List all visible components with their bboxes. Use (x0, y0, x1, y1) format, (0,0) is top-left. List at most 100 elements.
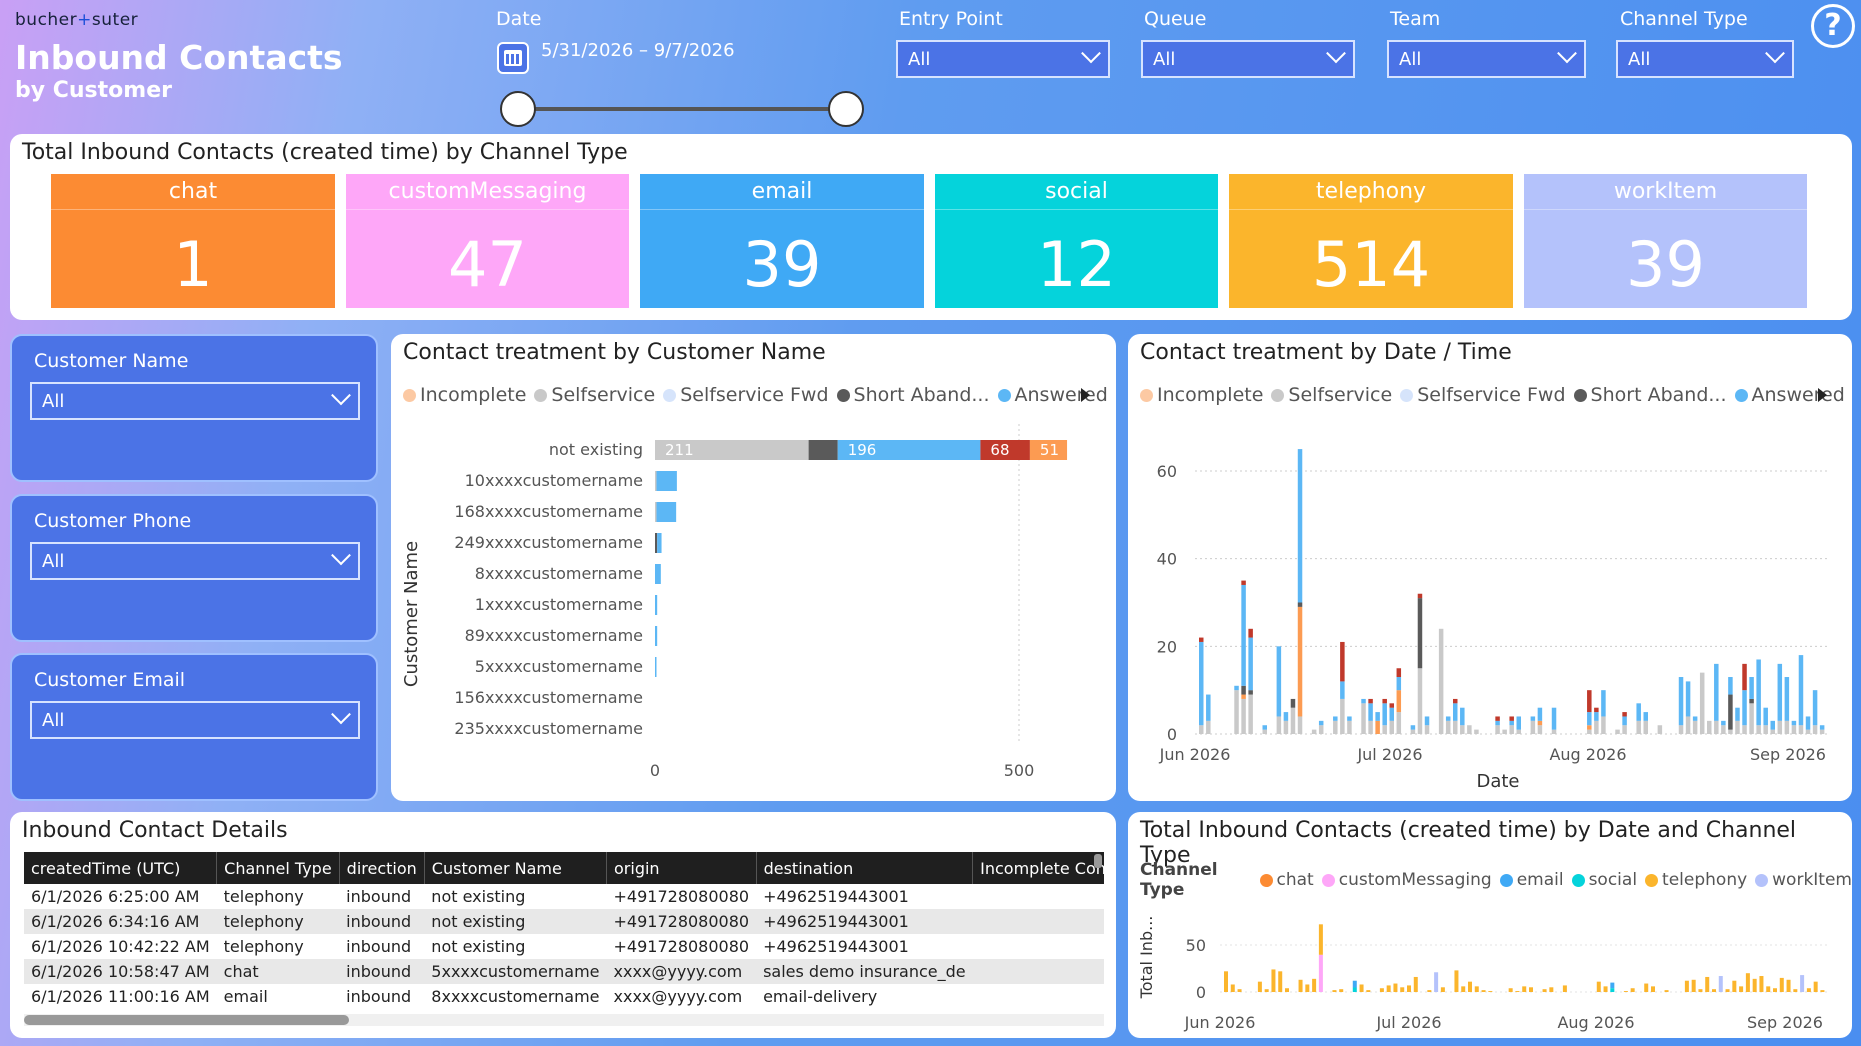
legend-item[interactable]: chat (1259, 870, 1314, 890)
bar-segment (1333, 720, 1338, 734)
bar-segment (1784, 677, 1790, 721)
bar-segment (655, 502, 657, 522)
bar-segment (1237, 989, 1242, 992)
table-row[interactable]: 6/1/2026 10:58:47 AM chat inbound 5xxxxcust… (24, 959, 1104, 984)
bar-segment (1705, 976, 1710, 992)
bar-segment (1678, 725, 1684, 734)
vertical-scrollbar-thumb[interactable] (1094, 854, 1102, 868)
bar-segment (1745, 973, 1750, 992)
table-cell: chat (216, 959, 340, 984)
x-tick-label: 500 (1004, 761, 1035, 780)
table-row[interactable]: 6/1/2026 11:00:16 AM email inbound 8xxxxcus… (24, 984, 1104, 1009)
table-row[interactable]: 6/1/2026 6:25:00 AM telephony inbound not e… (24, 884, 1104, 909)
y-tick-label: 60 (1157, 462, 1177, 481)
entry-point-dropdown[interactable]: All (896, 40, 1110, 78)
date-range-text[interactable]: 5/31/2026 – 9/7/2026 (541, 40, 735, 61)
bar-segment (1445, 720, 1451, 734)
customer-email-dropdown[interactable]: All (30, 701, 360, 739)
legend-item[interactable]: Incomplete (403, 384, 526, 406)
legend-item[interactable]: Answered (997, 384, 1108, 406)
bar-segment (1481, 990, 1486, 992)
calendar-icon[interactable] (497, 42, 529, 74)
bar-segment (1692, 720, 1698, 734)
legend-item[interactable]: Short Aband... (1573, 384, 1727, 406)
column-header-createdtime[interactable]: createdTime (UTC) (24, 852, 218, 884)
kpi-card-email[interactable]: email 39 (640, 174, 924, 308)
legend-item[interactable]: Selfservice (1271, 384, 1392, 406)
queue-dropdown[interactable]: All (1141, 40, 1355, 78)
kpi-card-telephony[interactable]: telephony 514 (1229, 174, 1513, 308)
kpi-card-custommessaging[interactable]: customMessaging 47 (346, 174, 629, 308)
customer-name-dropdown[interactable]: All (30, 382, 360, 420)
legend-next-arrow-icon[interactable] (1081, 388, 1090, 402)
legend-dot (534, 388, 548, 402)
horizontal-scrollbar-thumb[interactable] (24, 1015, 349, 1025)
bar-segment (1798, 655, 1804, 726)
channel-type-dropdown[interactable]: All (1616, 40, 1794, 78)
column-header-origin[interactable]: origin (606, 852, 757, 884)
bar-segment (1784, 720, 1790, 734)
table-cell: 6/1/2026 6:25:00 AM (31, 887, 200, 906)
column-header-channel-type[interactable]: Channel Type (216, 852, 340, 884)
date-chart-xlabel: Date (1476, 771, 1519, 792)
legend-dot (836, 388, 850, 402)
kpi-card-chat[interactable]: chat 1 (51, 174, 335, 308)
bar-segment (1549, 987, 1554, 992)
bar-segment (656, 471, 677, 491)
kpi-card-social[interactable]: social 12 (935, 174, 1218, 308)
legend-item[interactable]: Answered (1734, 384, 1845, 406)
table-row[interactable]: 6/1/2026 10:42:22 AM telephony inbound not … (24, 934, 1104, 959)
legend-item[interactable]: workItem (1755, 870, 1852, 890)
kpi-panel: Total Inbound Contacts (created time) by… (10, 134, 1852, 320)
bar-segment (1516, 729, 1521, 734)
legend-item[interactable]: telephony (1645, 870, 1747, 890)
table-cell: inbound (346, 937, 412, 956)
legend-item[interactable]: Incomplete (1140, 384, 1263, 406)
channel-chart-title: Total Inbound Contacts (created time) by… (1140, 818, 1797, 868)
date-slider-track[interactable] (518, 107, 848, 111)
bar-segment (1610, 988, 1615, 992)
x-tick-label: Aug 2026 (1557, 1013, 1634, 1032)
channel-chart-ylabel: Total Inb... (1137, 916, 1156, 1000)
column-header-customer-name[interactable]: Customer Name (424, 852, 608, 884)
table-cell: sales demo insurance_de (756, 959, 973, 984)
column-header-incomplete[interactable]: Incomplete Contac (972, 852, 1104, 884)
legend-dot (1271, 388, 1285, 402)
legend-item[interactable]: Selfservice Fwd (663, 384, 829, 406)
details-table-container[interactable]: createdTime (UTC) Channel Type direction… (24, 852, 1104, 1020)
date-slider-end-handle[interactable] (828, 91, 864, 127)
legend-dot (1400, 388, 1414, 402)
bar-segment (1440, 987, 1445, 992)
bar-segment (1285, 988, 1289, 992)
team-dropdown[interactable]: All (1387, 40, 1586, 78)
bar-segment (1763, 725, 1768, 734)
legend-item[interactable]: social (1571, 870, 1637, 890)
help-icon[interactable]: ? (1811, 4, 1855, 48)
kpi-card-workitem[interactable]: workItem 39 (1524, 174, 1807, 308)
bar-segment (1298, 979, 1303, 992)
table-cell: 6/1/2026 10:58:47 AM (24, 959, 217, 984)
date-slider-start-handle[interactable] (500, 91, 536, 127)
bar-segment (1651, 986, 1655, 992)
table-row[interactable]: 6/1/2026 6:34:16 AM telephony inbound not e… (24, 909, 1104, 934)
customer-phone-dropdown[interactable]: All (30, 542, 360, 580)
legend-item[interactable]: Selfservice Fwd (1400, 384, 1566, 406)
legend-next-arrow-icon[interactable] (1818, 388, 1827, 402)
legend-dot (1140, 388, 1153, 402)
bar-segment (980, 440, 1030, 460)
legend-item[interactable]: customMessaging (1321, 870, 1492, 890)
bar-segment (1786, 979, 1791, 992)
legend-dot (1645, 873, 1659, 887)
legend-item[interactable]: Short Aband... (836, 384, 990, 406)
x-tick-label: Sep 2026 (1747, 1013, 1823, 1032)
date-chart-title: Contact treatment by Date / Time (1140, 340, 1512, 365)
bar-segment (1445, 716, 1451, 721)
column-header-direction[interactable]: direction (339, 852, 425, 884)
horizontal-scrollbar-track[interactable] (24, 1014, 1104, 1026)
legend-item[interactable]: email (1499, 870, 1564, 890)
legend-dot (1499, 873, 1513, 887)
bar-segment (1340, 698, 1345, 734)
category-label: 235xxxxcustomername (454, 719, 643, 738)
column-header-destination[interactable]: destination (756, 852, 974, 884)
legend-item[interactable]: Selfservice (534, 384, 655, 406)
